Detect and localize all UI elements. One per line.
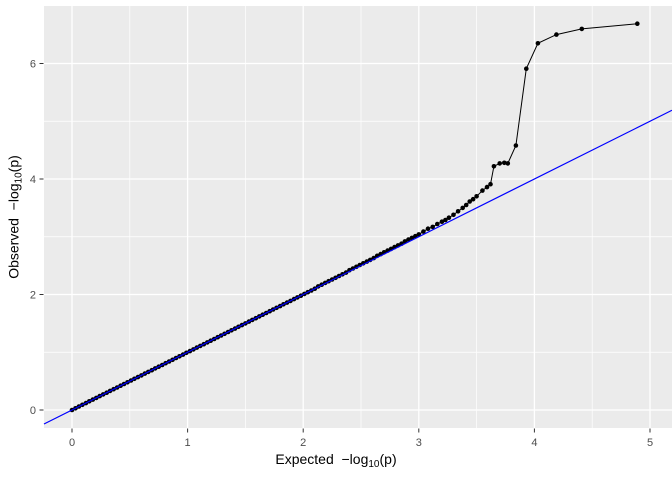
y-tick-label: 2 bbox=[30, 290, 36, 302]
data-point bbox=[463, 202, 469, 208]
data-point bbox=[439, 219, 445, 224]
data-point bbox=[430, 224, 436, 230]
data-point bbox=[579, 26, 585, 32]
data-point bbox=[470, 196, 476, 202]
x-axis-title-text: Expected −log bbox=[275, 451, 369, 467]
data-point bbox=[488, 181, 493, 187]
y-axis-title-text: Observed −log bbox=[5, 183, 22, 279]
data-point bbox=[524, 66, 529, 71]
x-tick-label: 4 bbox=[531, 437, 537, 449]
data-point bbox=[497, 161, 503, 166]
data-point bbox=[451, 212, 456, 218]
y-axis-title-subscript: 10 bbox=[13, 172, 25, 184]
x-tick-label: 5 bbox=[647, 437, 653, 449]
data-point bbox=[435, 221, 440, 227]
y-tick-label: 6 bbox=[30, 59, 36, 71]
data-point bbox=[425, 226, 431, 231]
data-point bbox=[443, 217, 448, 223]
data-point bbox=[554, 32, 559, 37]
x-axis-title-subscript: 10 bbox=[368, 459, 380, 470]
x-tick-label: 3 bbox=[416, 437, 422, 449]
data-point bbox=[635, 21, 640, 27]
data-point bbox=[446, 215, 452, 220]
x-tick-label: 2 bbox=[300, 437, 306, 449]
data-point bbox=[484, 184, 490, 190]
data-point bbox=[474, 194, 479, 199]
x-tick-label: 0 bbox=[69, 437, 75, 449]
y-axis-title: Observed −log10(p) bbox=[6, 155, 25, 279]
x-axis-title: Expected −log10(p) bbox=[0, 451, 672, 470]
data-point bbox=[421, 229, 426, 234]
identity-line bbox=[43, 109, 672, 425]
data-point bbox=[491, 164, 497, 169]
y-tick-label: 0 bbox=[30, 405, 36, 417]
x-axis-title-suffix: (p) bbox=[379, 451, 397, 467]
data-point bbox=[502, 160, 507, 166]
data-point bbox=[455, 209, 461, 214]
data-point bbox=[513, 143, 519, 148]
data-point bbox=[535, 41, 541, 46]
y-axis-title-suffix: (p) bbox=[5, 155, 22, 173]
plot-panel bbox=[44, 6, 672, 428]
y-tick-label: 4 bbox=[30, 174, 36, 186]
data-point bbox=[467, 199, 473, 204]
data-point bbox=[460, 205, 466, 211]
data-point bbox=[505, 161, 511, 166]
x-tick-label: 1 bbox=[185, 437, 191, 449]
data-point bbox=[480, 188, 485, 193]
